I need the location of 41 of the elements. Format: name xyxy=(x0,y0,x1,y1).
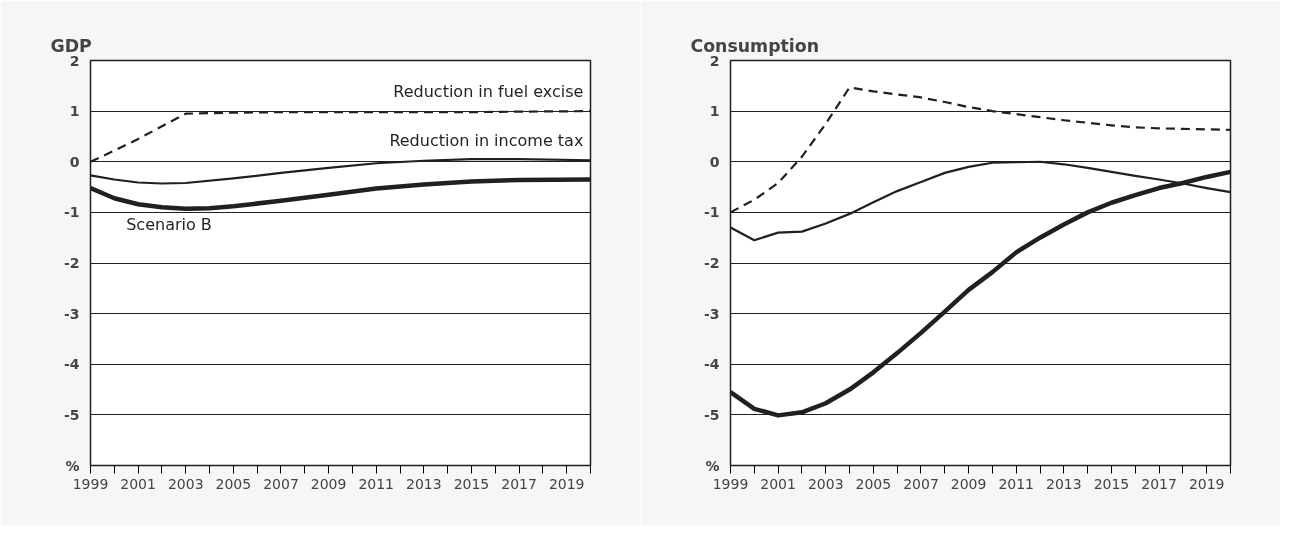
x-tick-label: 2019 xyxy=(548,475,585,492)
x-tick-label: 2005 xyxy=(215,475,252,492)
y-tick-label: 1 xyxy=(69,103,80,120)
series-label: Scenario B xyxy=(126,215,212,235)
x-tick-label: 2009 xyxy=(950,475,987,492)
x-tick-label: 2015 xyxy=(453,475,490,492)
y-tick-label: 0 xyxy=(709,153,720,170)
y-tick-label: 1 xyxy=(709,103,720,120)
x-tick-label: 2019 xyxy=(1188,475,1225,492)
x-tick-label: 2001 xyxy=(760,475,796,492)
y-tick-label: -2 xyxy=(63,255,80,271)
x-tick-label: 2015 xyxy=(1093,475,1130,492)
x-tick-label: 2013 xyxy=(406,475,442,492)
x-tick-label: 2017 xyxy=(501,475,537,492)
series-label: Reduction in income tax xyxy=(389,131,584,151)
x-tick-label: 2005 xyxy=(855,475,892,492)
x-tick-label: 1999 xyxy=(712,475,749,492)
series-label: Reduction in fuel excise xyxy=(393,82,584,102)
x-tick-label: 2011 xyxy=(998,475,1035,492)
y-tick-label: -1 xyxy=(63,204,80,221)
x-tick-label: 2003 xyxy=(167,475,204,492)
x-tick-label: 2009 xyxy=(310,475,347,492)
y-tick-label: -5 xyxy=(63,406,80,423)
y-tick-label: -5 xyxy=(703,406,720,423)
y-tick-label: -2 xyxy=(703,255,720,271)
y-tick-label: 0 xyxy=(69,153,80,170)
y-tick-label: -4 xyxy=(703,356,720,373)
y-tick-label: -3 xyxy=(63,305,80,322)
y-tick-label: % xyxy=(705,457,720,474)
x-tick-label: 2007 xyxy=(263,475,299,492)
y-tick-label: % xyxy=(65,457,80,474)
y-tick-label: -1 xyxy=(703,204,720,221)
x-tick-label: 1999 xyxy=(72,475,109,492)
x-tick-label: 2007 xyxy=(903,475,939,492)
y-tick-label: -3 xyxy=(703,305,720,322)
x-tick-label: 2013 xyxy=(1046,475,1082,492)
x-tick-label: 2017 xyxy=(1141,475,1177,492)
x-tick-label: 2003 xyxy=(807,475,844,492)
y-tick-label: -4 xyxy=(63,356,80,373)
x-tick-label: 2011 xyxy=(358,475,395,492)
x-tick-label: 2001 xyxy=(120,475,156,492)
